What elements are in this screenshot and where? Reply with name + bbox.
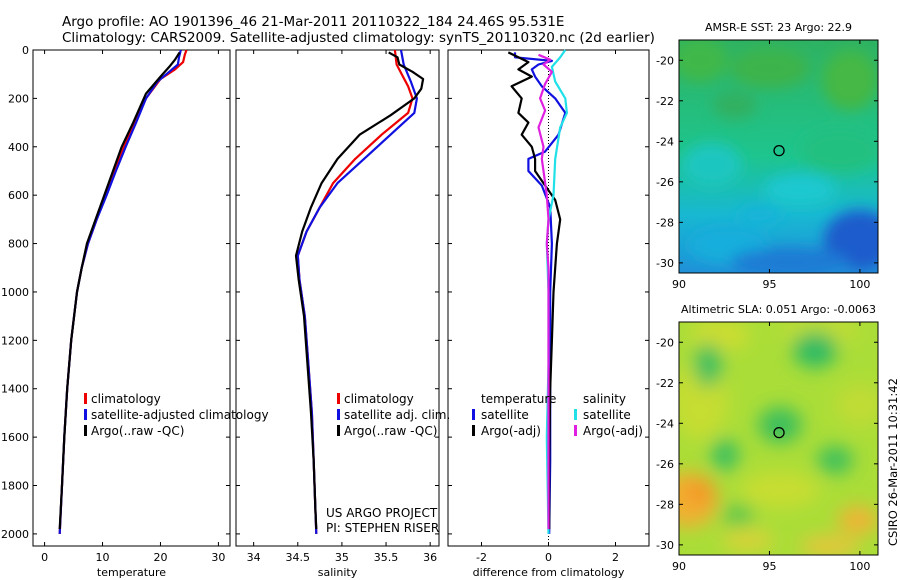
sla_map-ytick-label: -30 bbox=[656, 539, 674, 552]
sla-map-field bbox=[679, 322, 878, 555]
difference-xtick-label: 0 bbox=[545, 551, 552, 564]
figure-title-line1: Argo profile: AO 1901396_46 21-Mar-2011 … bbox=[62, 14, 565, 30]
salinity-xtick-label: 35.5 bbox=[374, 551, 399, 564]
temperature-ytick-label: 800 bbox=[8, 238, 29, 251]
temperature-series-climatology bbox=[58, 49, 188, 534]
salinity-series-climatology bbox=[296, 49, 414, 534]
salinity-series-argo bbox=[294, 51, 425, 530]
sst_map-float-marker bbox=[773, 144, 785, 157]
sla_map-ytick-label: -24 bbox=[656, 417, 674, 430]
sst_map-xtick-label: 100 bbox=[849, 278, 870, 291]
temperature-ytick-label: 1200 bbox=[1, 334, 29, 347]
salinity-legend-swatch bbox=[337, 409, 340, 420]
sst_map-ytick-label: -20 bbox=[656, 54, 674, 67]
difference-legend-item: Argo(-adj) bbox=[583, 424, 643, 438]
temperature-ytick-label: 1600 bbox=[1, 431, 29, 444]
temperature-ytick-label: 400 bbox=[8, 141, 29, 154]
salinity-legend-swatch bbox=[337, 425, 340, 436]
temperature-legend-item: Argo(..raw -QC) bbox=[91, 424, 184, 438]
difference-series-temperature-satellite bbox=[513, 52, 567, 534]
sst_map-frame bbox=[678, 39, 879, 274]
difference-legend-item: satellite bbox=[583, 408, 631, 422]
sla_map-frame bbox=[678, 321, 879, 556]
difference-legend-heading: temperature bbox=[481, 392, 556, 406]
temperature-ytick-label: 2000 bbox=[1, 528, 29, 541]
temperature-ytick-label: 600 bbox=[8, 189, 29, 202]
sst_map-ytick-label: -28 bbox=[656, 216, 674, 229]
difference-xtick-label: 2 bbox=[612, 551, 619, 564]
figure-title-line2: Climatology: CARS2009. Satellite-adjuste… bbox=[62, 30, 655, 46]
sla_map-xtick-label: 100 bbox=[849, 560, 870, 573]
sst_map-title: AMSR-E SST: 23 Argo: 22.9 bbox=[705, 21, 852, 34]
salinity-xlabel: salinity bbox=[318, 566, 358, 579]
temperature-axes-frame bbox=[32, 49, 231, 547]
temperature-legend-item: climatology bbox=[91, 392, 161, 406]
temperature-ytick-label: 1000 bbox=[1, 286, 29, 299]
salinity-series-satellite bbox=[296, 49, 418, 534]
difference-legend-swatch bbox=[472, 409, 475, 420]
difference-legend-item: Argo(-adj) bbox=[481, 424, 541, 438]
timestamp-side-label: CSIRO 26-Mar-2011 10:31:42 bbox=[886, 378, 900, 546]
difference-legend-heading: salinity bbox=[583, 392, 626, 406]
temperature-ytick-label: 200 bbox=[8, 92, 29, 105]
difference-legend-swatch bbox=[472, 425, 475, 436]
sla_map-ytick-label: -20 bbox=[656, 336, 674, 349]
sla_map-ytick-label: -22 bbox=[656, 377, 674, 390]
difference-xlabel: difference from climatology bbox=[473, 566, 625, 579]
project-annotation: PI: STEPHEN RISER bbox=[326, 521, 439, 535]
sla_map-ytick-label: -28 bbox=[656, 498, 674, 511]
temperature-ytick-label: 1800 bbox=[1, 480, 29, 493]
temperature-legend-item: satellite-adjusted climatology bbox=[91, 408, 269, 422]
temperature-xtick-label: 30 bbox=[211, 551, 225, 564]
project-annotation: US ARGO PROJECT bbox=[326, 506, 438, 520]
sst-map-field bbox=[679, 40, 878, 273]
temperature-xlabel: temperature bbox=[97, 566, 166, 579]
salinity-axes-frame bbox=[235, 49, 440, 547]
difference-legend-item: satellite bbox=[481, 408, 529, 422]
salinity-legend-swatch bbox=[337, 393, 340, 404]
difference-series-temperature-argo bbox=[507, 51, 562, 530]
sst_map-ytick-label: -30 bbox=[656, 257, 674, 270]
temperature-legend-swatch bbox=[84, 393, 87, 404]
temperature-ytick-label: 1400 bbox=[1, 383, 29, 396]
difference-legend-swatch bbox=[574, 409, 577, 420]
sst_map-ytick-label: -24 bbox=[656, 135, 674, 148]
sla_map-title: Altimetric SLA: 0.051 Argo: -0.0063 bbox=[681, 303, 876, 316]
sst_map-xtick-label: 90 bbox=[672, 278, 686, 291]
sla_map-ytick-label: -26 bbox=[656, 458, 674, 471]
temperature-series-argo bbox=[58, 51, 181, 530]
salinity-xtick-label: 36 bbox=[423, 551, 437, 564]
sla_map-xtick-label: 95 bbox=[762, 560, 776, 573]
temperature-xtick-label: 0 bbox=[41, 551, 48, 564]
temperature-xtick-label: 20 bbox=[153, 551, 167, 564]
difference-legend-swatch bbox=[574, 425, 577, 436]
difference-series-salinity-argo bbox=[537, 53, 553, 530]
sst_map-ytick-label: -26 bbox=[656, 176, 674, 189]
salinity-legend-item: climatology bbox=[344, 392, 414, 406]
salinity-xtick-label: 34.5 bbox=[286, 551, 311, 564]
salinity-xtick-label: 35 bbox=[335, 551, 349, 564]
salinity-legend-item: satellite adj. clim. bbox=[344, 408, 450, 422]
salinity-legend-item: Argo(..raw -QC) bbox=[344, 424, 437, 438]
temperature-ytick-label: 0 bbox=[22, 44, 29, 57]
salinity-xtick-label: 34 bbox=[247, 551, 261, 564]
temperature-legend-swatch bbox=[84, 425, 87, 436]
temperature-xtick-label: 10 bbox=[96, 551, 110, 564]
sst_map-ytick-label: -22 bbox=[656, 95, 674, 108]
difference-xtick-label: -2 bbox=[476, 551, 487, 564]
sla_map-xtick-label: 90 bbox=[672, 560, 686, 573]
temperature-legend-swatch bbox=[84, 409, 87, 420]
sst_map-xtick-label: 95 bbox=[762, 278, 776, 291]
sla_map-float-marker bbox=[773, 426, 785, 439]
